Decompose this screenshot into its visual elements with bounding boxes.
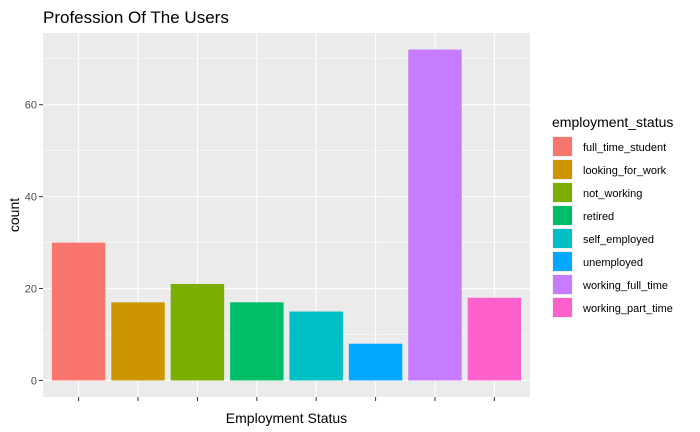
legend-key-swatch <box>553 160 572 179</box>
y-tick-label: 0 <box>31 375 37 387</box>
legend-key-swatch <box>553 229 572 248</box>
y-tick-label: 20 <box>25 284 37 296</box>
bar-self-employed <box>289 311 343 381</box>
bar-looking-for-work <box>111 302 165 381</box>
x-axis-title: Employment Status <box>226 410 347 426</box>
legend-items: full_time_student looking_for_work not_wor… <box>552 136 673 318</box>
legend-item-label: full_time_student <box>583 142 666 154</box>
legend-item-label: looking_for_work <box>583 165 667 177</box>
legend-item-label: working_full_time <box>582 280 668 292</box>
bar-unemployed <box>348 343 403 381</box>
legend: employment_status full_time_studentlooki… <box>552 114 673 318</box>
bar-working-full-time <box>408 49 462 381</box>
legend-key-swatch <box>553 298 572 317</box>
y-axis-title: count <box>6 198 22 232</box>
legend-key-swatch <box>553 206 572 225</box>
legend-key-swatch <box>553 252 572 271</box>
bar-not-working <box>170 283 225 381</box>
y-tick-label: 60 <box>25 100 37 112</box>
chart-title: Profession Of The Users <box>43 8 229 27</box>
legend-item-label: working_part_time <box>582 303 673 315</box>
legend-item-label: self_employed <box>583 234 654 246</box>
legend-key-swatch <box>553 275 572 294</box>
legend-item-label: unemployed <box>583 257 643 269</box>
x-axis <box>78 397 495 401</box>
bar-full-time-student <box>51 242 106 381</box>
legend-title: employment_status <box>552 114 673 130</box>
y-axis: 0 20 40 60 <box>25 100 43 387</box>
y-tick-label: 40 <box>25 192 37 204</box>
legend-item-label: not_working <box>583 188 642 200</box>
bar-retired <box>230 302 284 381</box>
bars <box>51 49 522 381</box>
bar-working-part-time <box>467 297 522 381</box>
legend-key-swatch <box>553 137 572 156</box>
legend-item-label: retired <box>583 211 614 223</box>
legend-key-swatch <box>553 183 572 202</box>
